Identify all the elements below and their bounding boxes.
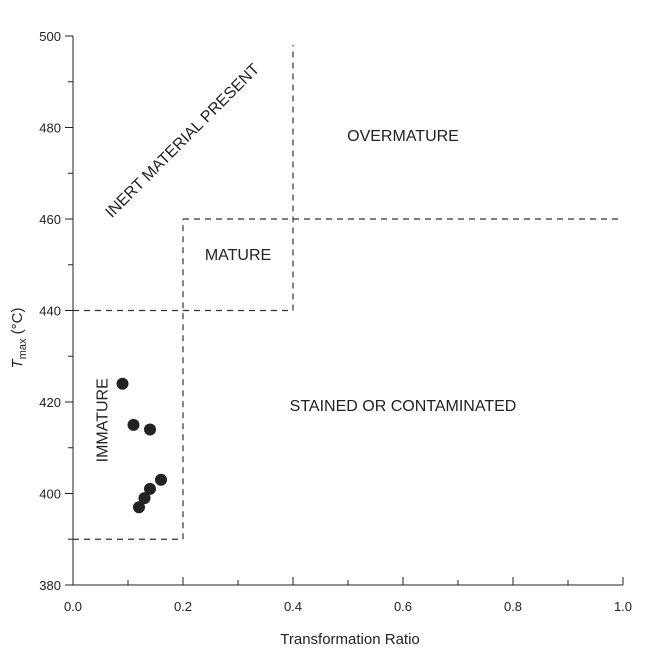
x-tick-label: 0.4 — [284, 599, 302, 614]
data-points — [116, 377, 167, 514]
x-tick-label: 0.2 — [174, 599, 192, 614]
region-label-stained: STAINED OR CONTAMINATED — [290, 398, 517, 415]
x-tick-label: 0.0 — [64, 599, 82, 614]
data-point — [116, 377, 129, 390]
y-tick-label: 500 — [39, 29, 61, 44]
data-point — [144, 423, 156, 436]
region-label-immature: IMMATURE — [94, 378, 111, 462]
region-labels: OVERMATURE MATURE STAINED OR CONTAMINATED I… — [94, 61, 516, 463]
data-point — [133, 501, 145, 514]
y-tick-label: 440 — [39, 304, 61, 319]
x-axis-label: Transformation Ratio — [280, 631, 420, 648]
data-point — [144, 482, 156, 495]
y-tick-label: 420 — [39, 395, 61, 410]
data-point — [138, 492, 151, 505]
y-tick-label: 460 — [39, 212, 61, 227]
region-label-overmature: OVERMATURE — [347, 128, 459, 145]
data-point — [127, 418, 140, 431]
y-tick-label: 400 — [39, 487, 61, 502]
axes: 0.0 0.2 0.4 0.6 0.8 1.0 380 400 420 440 460 480 500 — [39, 29, 632, 614]
y-axis-label-main: T — [9, 357, 26, 368]
y-tick-label: 380 — [39, 578, 61, 593]
region-label-inert: INERT MATERIAL PRESENT — [103, 61, 264, 222]
region-label-mature: MATURE — [205, 247, 271, 264]
data-point — [155, 473, 167, 486]
y-tick-label: 480 — [39, 121, 61, 136]
x-tick-label: 0.8 — [504, 599, 522, 614]
region-boundaries — [73, 45, 623, 540]
y-axis-label-unit: (°C) — [9, 308, 26, 339]
x-tick-label: 0.6 — [394, 599, 412, 614]
y-axis-label: Tmax (°C) — [9, 308, 29, 369]
x-tick-label: 1.0 — [614, 599, 632, 614]
y-axis-label-sub: max — [17, 338, 29, 359]
